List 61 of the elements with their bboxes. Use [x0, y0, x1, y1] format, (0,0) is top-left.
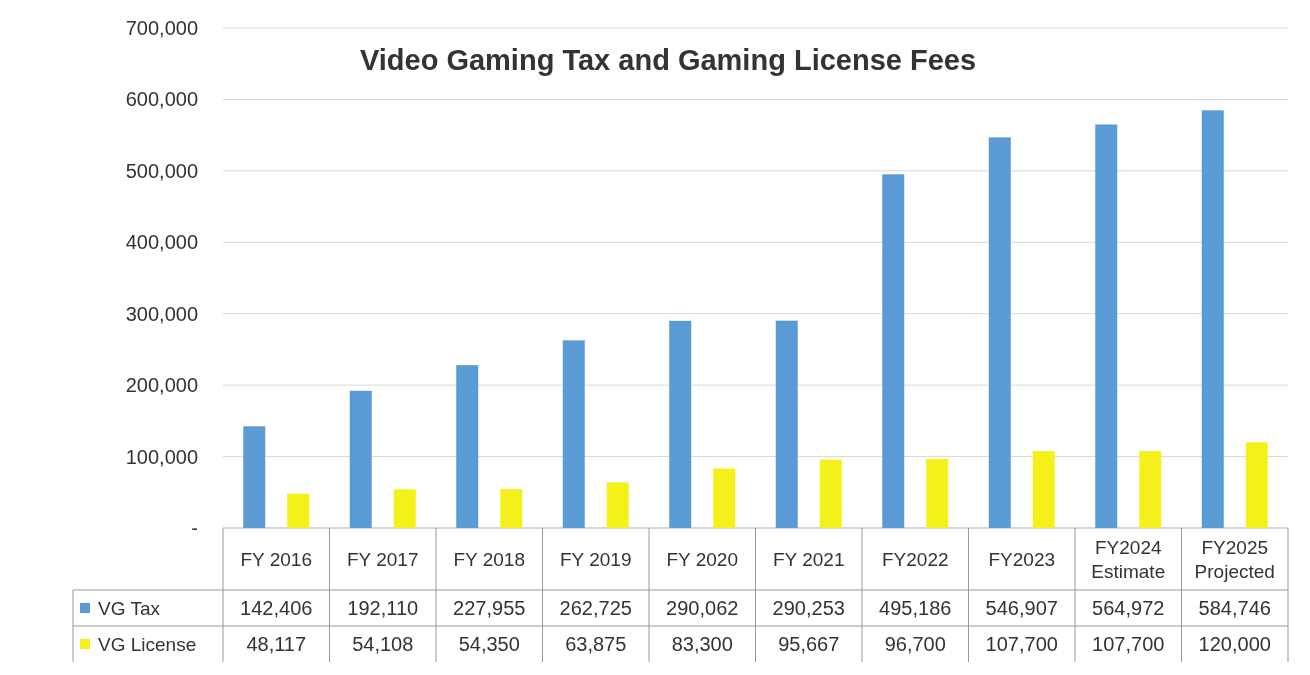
- data-label: 107,700: [1092, 633, 1165, 655]
- data-label: 290,062: [666, 597, 739, 619]
- data-label: 564,972: [1092, 597, 1165, 619]
- data-label: 495,186: [879, 597, 952, 619]
- data-label: 192,110: [347, 597, 419, 619]
- y-tick-label: 700,000: [125, 17, 198, 39]
- bar: [926, 458, 949, 528]
- data-label: 142,406: [240, 597, 313, 619]
- data-label: 83,300: [671, 633, 733, 655]
- data-label: 107,700: [985, 633, 1058, 655]
- x-tick-label: FY2025 Projected: [1194, 536, 1275, 582]
- x-tick-label: FY2023: [988, 548, 1056, 570]
- bar: [349, 390, 372, 528]
- data-label: 262,725: [559, 597, 632, 619]
- bar: [1032, 451, 1055, 528]
- y-tick-label: 400,000: [125, 231, 198, 254]
- bar: [562, 340, 585, 528]
- data-label: 96,700: [884, 633, 946, 655]
- bar: [1139, 451, 1162, 528]
- bar: [243, 426, 266, 528]
- bar: [819, 459, 842, 528]
- bar: [287, 493, 310, 528]
- bar: [606, 482, 629, 528]
- x-tick-label: FY 2017: [347, 548, 419, 570]
- y-tick-label: -: [191, 517, 198, 539]
- data-label: 546,907: [985, 597, 1058, 619]
- y-tick-label: 500,000: [125, 159, 198, 182]
- y-tick-label: 200,000: [125, 374, 198, 397]
- x-tick-label: FY 2016: [240, 548, 312, 570]
- bar: [456, 365, 479, 528]
- bar: [1095, 124, 1118, 528]
- x-tick-label: FY 2021: [773, 548, 845, 570]
- x-tick-label: FY2024 Estimate: [1091, 536, 1166, 582]
- bar: [882, 174, 905, 528]
- x-tick-label: FY 2019: [560, 548, 632, 570]
- legend-label: VG Tax: [98, 597, 161, 619]
- data-label: 95,667: [778, 633, 840, 655]
- bar: [1201, 110, 1224, 528]
- bar: [393, 489, 416, 528]
- data-label: 227,955: [453, 597, 526, 619]
- y-tick-label: 100,000: [125, 445, 198, 468]
- text: Video Gaming Tax and Gaming License Fees: [359, 44, 977, 76]
- bar: [775, 320, 798, 528]
- bar: [1245, 442, 1268, 528]
- y-tick-label: 300,000: [125, 302, 198, 325]
- data-label: 48,117: [246, 633, 307, 655]
- legend-label: VG License: [98, 633, 197, 655]
- y-tick-label: 600,000: [125, 88, 198, 111]
- data-label: 63,875: [565, 633, 627, 655]
- data-label: 120,000: [1198, 633, 1271, 655]
- x-tick-label: FY 2020: [666, 548, 738, 570]
- bar: [500, 489, 523, 528]
- data-label: 584,746: [1198, 597, 1271, 619]
- bar: [988, 137, 1011, 528]
- data-label: 54,350: [458, 633, 520, 655]
- x-tick-label: FY2022: [881, 548, 949, 570]
- bar: [669, 320, 692, 528]
- x-tick-label: FY 2018: [453, 548, 525, 570]
- data-label: 54,108: [352, 633, 414, 655]
- bar: [713, 468, 736, 528]
- data-label: 290,253: [772, 597, 845, 619]
